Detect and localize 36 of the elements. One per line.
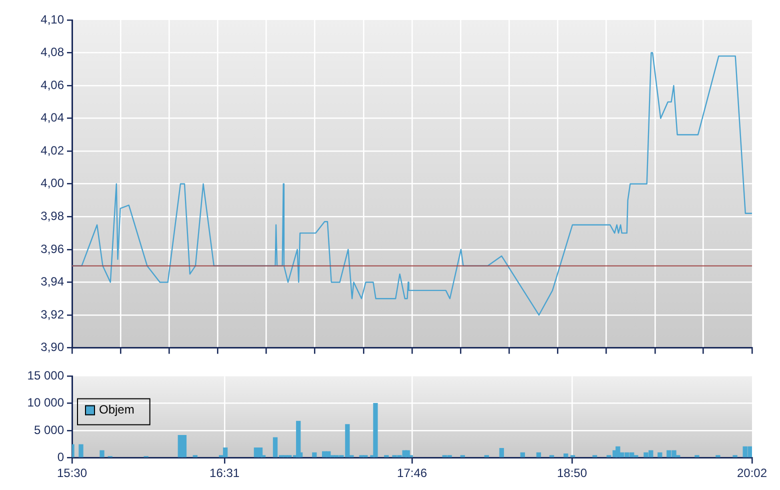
y-tick-label: 3,92 bbox=[40, 307, 64, 322]
bar bbox=[536, 452, 542, 458]
y-tick-label: 3,96 bbox=[40, 242, 64, 256]
bar bbox=[258, 448, 263, 458]
x-tick-label: 20:02 bbox=[736, 466, 768, 480]
bar bbox=[616, 446, 620, 458]
x-tick-label: 16:31 bbox=[210, 466, 240, 480]
bar bbox=[499, 448, 504, 458]
bar bbox=[296, 420, 301, 458]
bar bbox=[564, 453, 568, 458]
y-tick-label: 0 bbox=[57, 450, 64, 464]
y-tick-label: 3,90 bbox=[40, 340, 64, 354]
legend-label: Objem bbox=[99, 402, 134, 417]
bar bbox=[100, 450, 104, 458]
y-tick-label: 4,08 bbox=[40, 45, 64, 60]
bar bbox=[326, 451, 331, 458]
y-tick-label: 10 000 bbox=[27, 396, 64, 410]
bar bbox=[312, 452, 317, 458]
bar bbox=[658, 452, 662, 458]
y-tick-label: 4,06 bbox=[40, 78, 64, 92]
y-tick-label: 3,94 bbox=[40, 274, 64, 289]
bar bbox=[78, 444, 84, 458]
y-tick-label: 4,04 bbox=[40, 110, 64, 125]
x-tick-label: 18:50 bbox=[556, 466, 588, 480]
y-tick-label: 15 000 bbox=[27, 368, 64, 383]
y-tick-label: 5 000 bbox=[34, 422, 64, 437]
x-tick-label: 15:30 bbox=[56, 466, 88, 480]
y-tick-label: 3,98 bbox=[40, 208, 64, 223]
bar bbox=[222, 448, 228, 458]
x-tick-label: 17:46 bbox=[397, 466, 428, 480]
y-tick-label: 4,02 bbox=[40, 143, 64, 158]
y-tick-label: 4,10 bbox=[40, 12, 64, 26]
bar bbox=[182, 435, 187, 458]
bar bbox=[373, 403, 378, 458]
bar bbox=[520, 452, 525, 458]
y-tick-label: 4,00 bbox=[40, 176, 64, 190]
